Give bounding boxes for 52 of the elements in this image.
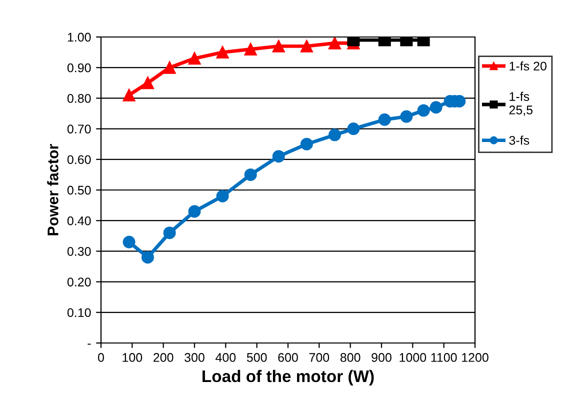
point <box>300 138 313 150</box>
point <box>300 40 313 52</box>
x-tick-label: 1100 <box>431 353 457 362</box>
y-axis-title: Power factor <box>47 144 58 236</box>
x-axis-title: Load of the motor (W) <box>202 370 374 386</box>
point <box>244 42 257 56</box>
point <box>142 76 154 90</box>
x-tick-label: 100 <box>122 353 142 362</box>
y-tick-label: 0.20 <box>67 278 91 286</box>
point <box>216 190 229 202</box>
x-tick-label: 500 <box>246 353 267 362</box>
x-tick-label: 900 <box>372 353 392 362</box>
point <box>347 122 360 136</box>
point <box>163 61 176 74</box>
y-tick-label: 0.90 <box>67 63 91 72</box>
point <box>216 46 229 59</box>
y-tick-label: 0.40 <box>67 216 91 226</box>
x-tick-label: 600 <box>278 353 298 362</box>
point <box>122 88 136 102</box>
x-tick-label: 200 <box>154 353 174 362</box>
y-tick-label: 0.60 <box>67 155 91 164</box>
point <box>272 150 285 163</box>
point <box>378 113 391 126</box>
point <box>430 101 442 114</box>
legend-label: 1-fs 25,5 <box>509 92 533 116</box>
point <box>142 251 154 264</box>
legend-label: 1-fs 20 <box>510 61 546 71</box>
x-tick-label: 300 <box>184 353 204 362</box>
point <box>328 37 341 50</box>
x-tick-label: 800 <box>340 353 360 362</box>
x-tick-label: 0 <box>98 353 104 362</box>
y-tick-label: 0.50 <box>67 186 91 195</box>
point <box>328 128 341 142</box>
point <box>272 40 285 52</box>
y-tick-label: 0.70 <box>67 124 91 134</box>
point <box>400 110 413 123</box>
point <box>417 104 430 117</box>
y-tick-label: 1.00 <box>68 32 91 42</box>
y-tick-label: - <box>88 344 91 345</box>
x-tick-label: 400 <box>216 353 236 362</box>
point <box>122 236 136 248</box>
x-tick-label: 1200 <box>462 353 488 362</box>
y-tick-label: 0.80 <box>67 94 91 103</box>
y-tick-label: 0.10 <box>67 308 91 318</box>
point <box>188 205 201 218</box>
legend-label: 3-fs <box>509 136 530 145</box>
x-tick-label: 1000 <box>400 353 426 362</box>
point <box>188 52 201 65</box>
point <box>244 168 257 181</box>
point <box>163 226 176 240</box>
x-tick-label: 700 <box>309 353 330 362</box>
y-tick-label: 0.30 <box>67 247 91 256</box>
